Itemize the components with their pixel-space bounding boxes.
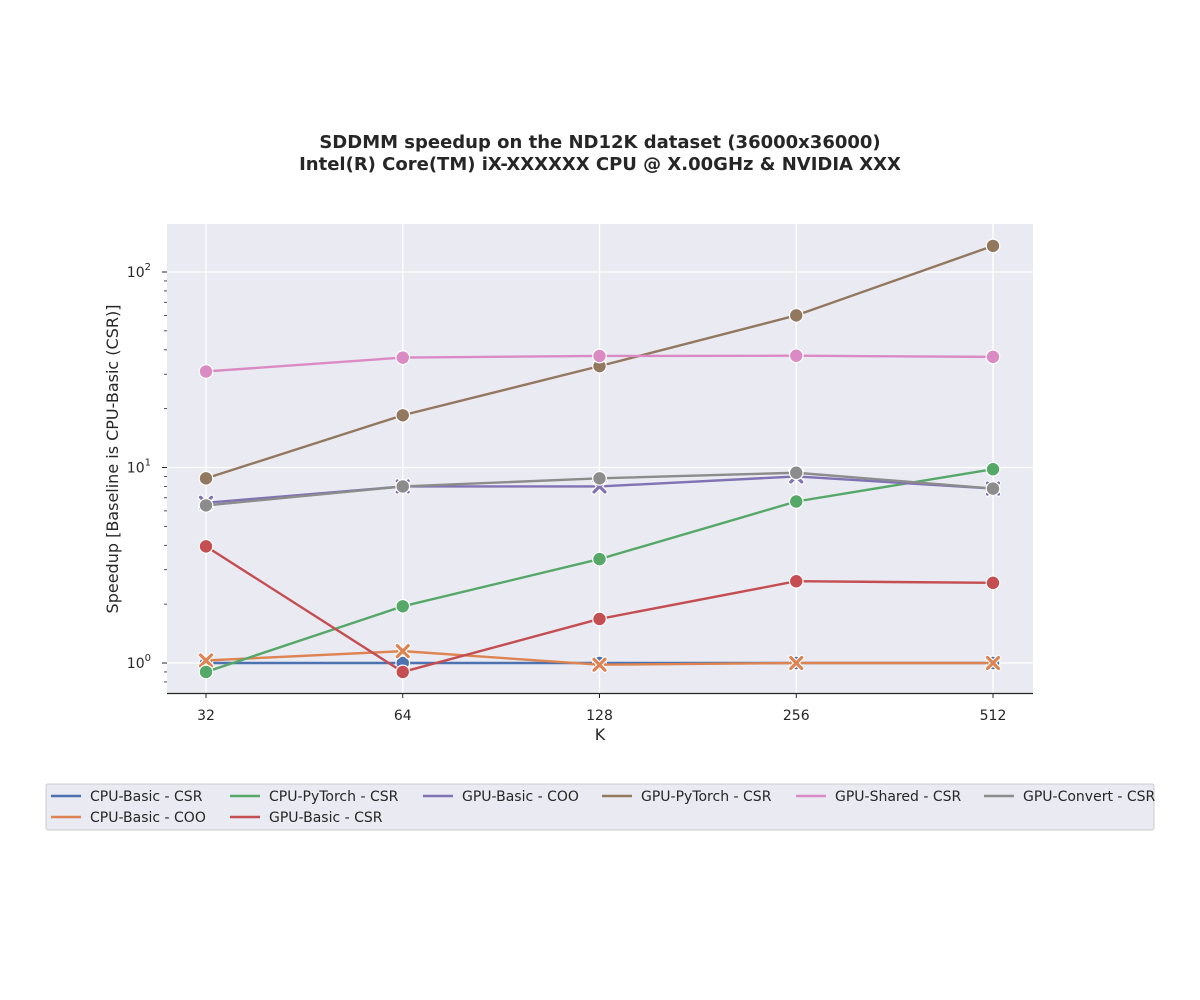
data-point [198, 538, 214, 554]
data-point [789, 655, 804, 671]
legend: CPU-Basic - CSR CPU-Basic - COO CPU-PyTorc… [45, 783, 1156, 831]
y-axis-label: Speedup [Baseline is CPU-Basic (CSR)] [103, 305, 122, 614]
legend-label: GPU-Convert - CSR [1023, 789, 1156, 805]
x-tick-label: 32 [197, 708, 215, 724]
legend-item: CPU-Basic - CSR [51, 789, 203, 805]
y-ticks: 100 101 102 [127, 262, 167, 683]
data-point [985, 461, 1001, 477]
legend-label: CPU-Basic - COO [90, 810, 206, 826]
legend-item: CPU-Basic - COO [51, 810, 206, 826]
data-point [985, 655, 1001, 671]
data-point [985, 238, 1001, 254]
data-point [592, 551, 607, 567]
x-tick-label: 512 [980, 708, 1007, 724]
series-gpu-convert-csr [198, 465, 1001, 513]
legend-label: GPU-PyTorch - CSR [641, 789, 772, 805]
legend-item: GPU-Convert - CSR [984, 789, 1156, 805]
legend-item: GPU-PyTorch - CSR [602, 789, 772, 805]
y-tick-label: 100 [127, 653, 151, 672]
data-point [198, 653, 214, 668]
series-gpu-basic-csr [198, 538, 1001, 680]
data-point [985, 481, 1001, 496]
x-axis-label: K [595, 725, 606, 744]
data-point [985, 349, 1001, 365]
data-point [788, 465, 804, 481]
legend-label: GPU-Basic - COO [462, 789, 579, 805]
legend-item: GPU-Basic - CSR [230, 810, 383, 826]
data-point [592, 657, 607, 672]
data-point [198, 364, 214, 379]
series-gpu-pytorch-csr [198, 238, 1001, 486]
data-point [592, 470, 607, 486]
data-point [395, 598, 411, 614]
y-tick-label: 101 [127, 458, 151, 477]
data-point [788, 494, 804, 509]
data-point [788, 307, 804, 323]
x-tick-label: 128 [586, 708, 613, 724]
series-layer [197, 238, 1002, 680]
legend-label: CPU-Basic - CSR [90, 789, 203, 805]
legend-item: CPU-PyTorch - CSR [230, 789, 399, 805]
x-ticks: 32 64 128 256 512 [197, 693, 1006, 724]
y-tick-label: 102 [127, 262, 151, 281]
legend-label: CPU-PyTorch - CSR [269, 789, 399, 805]
legend-label: GPU-Shared - CSR [835, 789, 961, 805]
data-point [395, 350, 411, 365]
legend-item: GPU-Basic - COO [423, 789, 579, 805]
data-point [198, 470, 214, 486]
data-point [592, 611, 607, 627]
data-point [198, 664, 214, 680]
legend-label: GPU-Basic - CSR [269, 810, 383, 826]
data-point [985, 575, 1001, 591]
data-point [788, 573, 804, 589]
data-point [395, 664, 411, 680]
data-point [395, 644, 410, 659]
data-point [395, 407, 411, 423]
legend-item: GPU-Shared - CSR [796, 789, 961, 805]
data-point [395, 479, 411, 494]
x-tick-label: 256 [783, 708, 810, 724]
series-cpu-pytorch-csr [198, 461, 1001, 680]
data-point [788, 348, 804, 364]
legend-box [45, 783, 1155, 831]
series-cpu-basic-coo [197, 642, 1002, 673]
x-tick-label: 64 [394, 708, 412, 724]
data-point [198, 497, 214, 513]
chart-subtitle: Intel(R) Core(TM) iX-XXXXXX CPU @ X.00GH… [299, 154, 901, 175]
series-gpu-shared-csr [198, 348, 1001, 379]
data-point [592, 348, 607, 364]
chart-title: SDDMM speedup on the ND12K dataset (3600… [319, 132, 880, 153]
